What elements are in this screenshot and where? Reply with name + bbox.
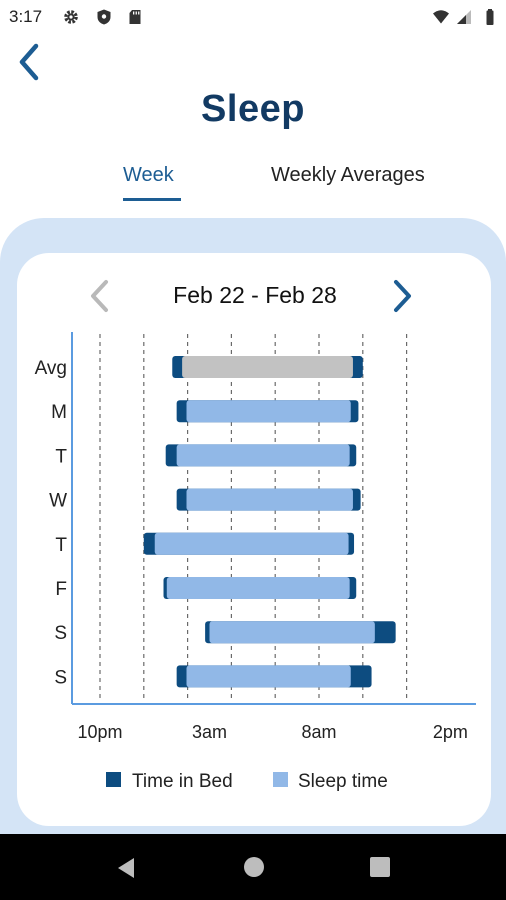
x-tick-label-2: 8am <box>301 722 336 742</box>
back-button[interactable] <box>10 40 50 84</box>
sleep-time-bar-1 <box>186 400 351 423</box>
tab-selected-indicator <box>123 198 181 201</box>
y-tick-label-7: S <box>54 667 67 688</box>
back-triangle-icon[interactable] <box>114 856 138 880</box>
cellular-signal-icon <box>457 10 471 24</box>
sleep-time-bar-0 <box>182 356 353 378</box>
legend-label-1: Sleep time <box>298 771 388 792</box>
sleep-time-bar-3 <box>186 488 353 511</box>
home-circle-icon[interactable] <box>242 855 266 879</box>
sleep-chart: Avg M T W T F S S 10pm 3am 8am 2pm Time in Bed Sleep … <box>35 332 476 792</box>
tab-weekly-averages[interactable]: Weekly Averages <box>271 164 425 186</box>
sleep-time-bar-4 <box>154 532 349 555</box>
gear-icon <box>64 10 78 24</box>
x-tick-label-1: 3am <box>192 722 227 742</box>
page-title: Sleep <box>201 88 305 130</box>
y-tick-label-1: M <box>51 402 67 423</box>
battery-icon <box>486 9 494 25</box>
y-tick-label-5: F <box>55 579 67 600</box>
sd-card-icon <box>129 10 141 24</box>
date-range-label: Feb 22 - Feb 28 <box>173 282 337 308</box>
y-tick-label-6: S <box>54 623 67 644</box>
next-week-button[interactable] <box>388 274 418 318</box>
chevron-left-icon <box>19 43 39 81</box>
system-navigation-bar <box>0 834 506 900</box>
y-tick-label-3: W <box>49 491 67 512</box>
chevron-right-icon <box>394 280 411 312</box>
legend-swatch-1 <box>273 772 288 787</box>
y-tick-label-4: T <box>55 535 67 556</box>
sleep-time-bar-7 <box>186 665 351 688</box>
sleep-time-bar-6 <box>209 621 375 644</box>
x-tick-label-3: 2pm <box>433 722 468 742</box>
y-tick-label-0: Avg <box>35 358 67 379</box>
wifi-icon <box>433 10 449 24</box>
previous-week-button[interactable] <box>84 274 114 318</box>
sleep-time-bar-5 <box>166 577 350 599</box>
chevron-left-icon <box>91 280 108 312</box>
tab-week[interactable]: Week <box>123 164 174 186</box>
status-time: 3:17 <box>9 7 43 26</box>
status-bar: 3:17 <box>0 0 506 36</box>
legend-label-0: Time in Bed <box>132 771 233 792</box>
legend-swatch-0 <box>106 772 121 787</box>
y-tick-label-2: T <box>55 446 67 467</box>
sleep-time-bar-2 <box>176 444 350 467</box>
x-tick-label-0: 10pm <box>77 722 122 742</box>
shield-icon <box>97 9 111 25</box>
recents-square-icon[interactable] <box>369 856 391 878</box>
